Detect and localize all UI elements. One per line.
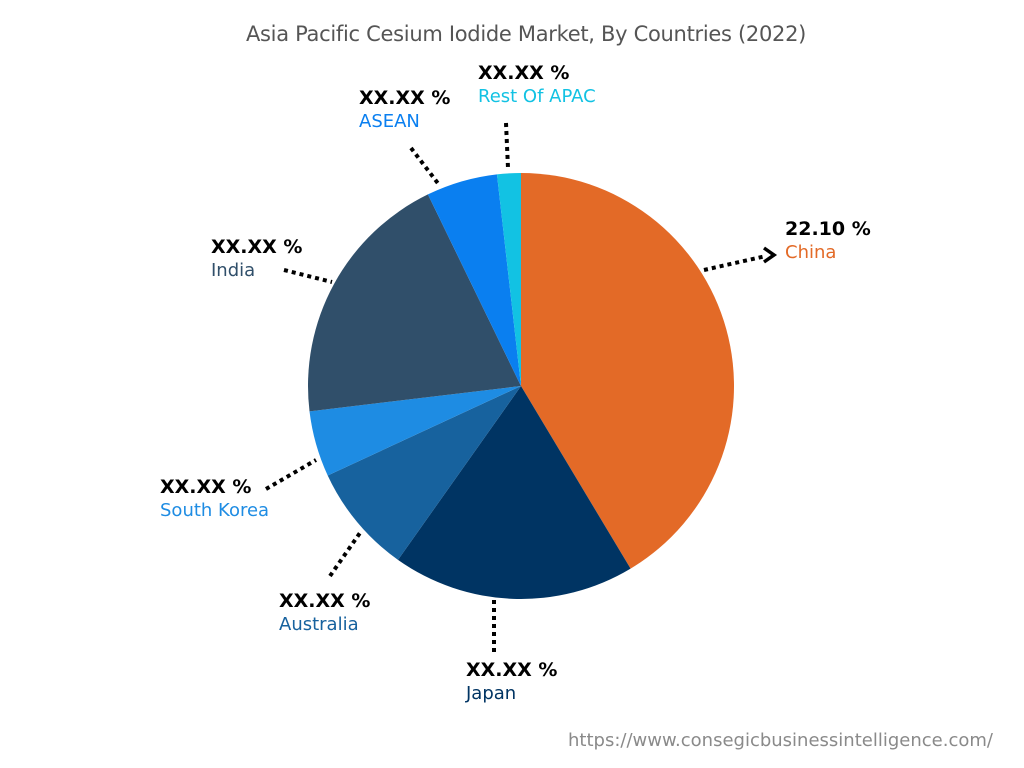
name-china: China — [785, 242, 837, 263]
source-url: https://www.consegicbusinessintelligence… — [568, 730, 993, 751]
label-japan: XX.XX % Japan — [466, 658, 557, 706]
leader-line-australia — [328, 528, 364, 578]
pie-slice-china — [521, 173, 735, 569]
arrow-head-icon — [762, 246, 778, 264]
value-south-korea: XX.XX % — [160, 476, 252, 498]
name-asean: ASEAN — [359, 111, 420, 132]
pie-slice-south-korea — [309, 386, 521, 476]
pie-slice-rest-of-apac — [496, 173, 521, 386]
leader-line-south-korea — [264, 458, 318, 491]
label-australia: XX.XX % Australia — [279, 589, 370, 637]
value-japan: XX.XX % — [466, 659, 558, 681]
label-india: XX.XX % India — [211, 235, 302, 283]
name-india: India — [211, 260, 256, 281]
name-south-korea: South Korea — [160, 500, 270, 521]
leader-line-rest-apac — [504, 122, 510, 169]
value-china: 22.10 % — [785, 218, 871, 240]
value-asean: XX.XX % — [359, 87, 451, 109]
pie-slice-australia — [327, 386, 521, 560]
label-rest-apac: XX.XX % Rest Of APAC — [478, 61, 596, 109]
name-japan: Japan — [466, 683, 517, 704]
pie-slice-japan — [397, 386, 631, 599]
leader-line-asean — [409, 146, 442, 188]
label-south-korea: XX.XX % South Korea — [160, 475, 269, 523]
pie-slice-india — [308, 194, 521, 412]
value-australia: XX.XX % — [279, 590, 371, 612]
value-india: XX.XX % — [211, 236, 303, 258]
value-rest-apac: XX.XX % — [478, 62, 570, 84]
label-asean: XX.XX % ASEAN — [359, 86, 450, 134]
leader-line-china — [703, 254, 767, 272]
pie-slices — [308, 173, 735, 599]
name-rest-apac: Rest Of APAC — [478, 86, 596, 107]
leader-line-india — [283, 268, 333, 284]
name-australia: Australia — [279, 614, 359, 635]
chart-title: Asia Pacific Cesium Iodide Market, By Co… — [245, 22, 807, 46]
leader-lines — [264, 122, 778, 652]
pie-slice-asean — [427, 174, 521, 386]
label-china: 22.10 % China — [785, 217, 871, 265]
